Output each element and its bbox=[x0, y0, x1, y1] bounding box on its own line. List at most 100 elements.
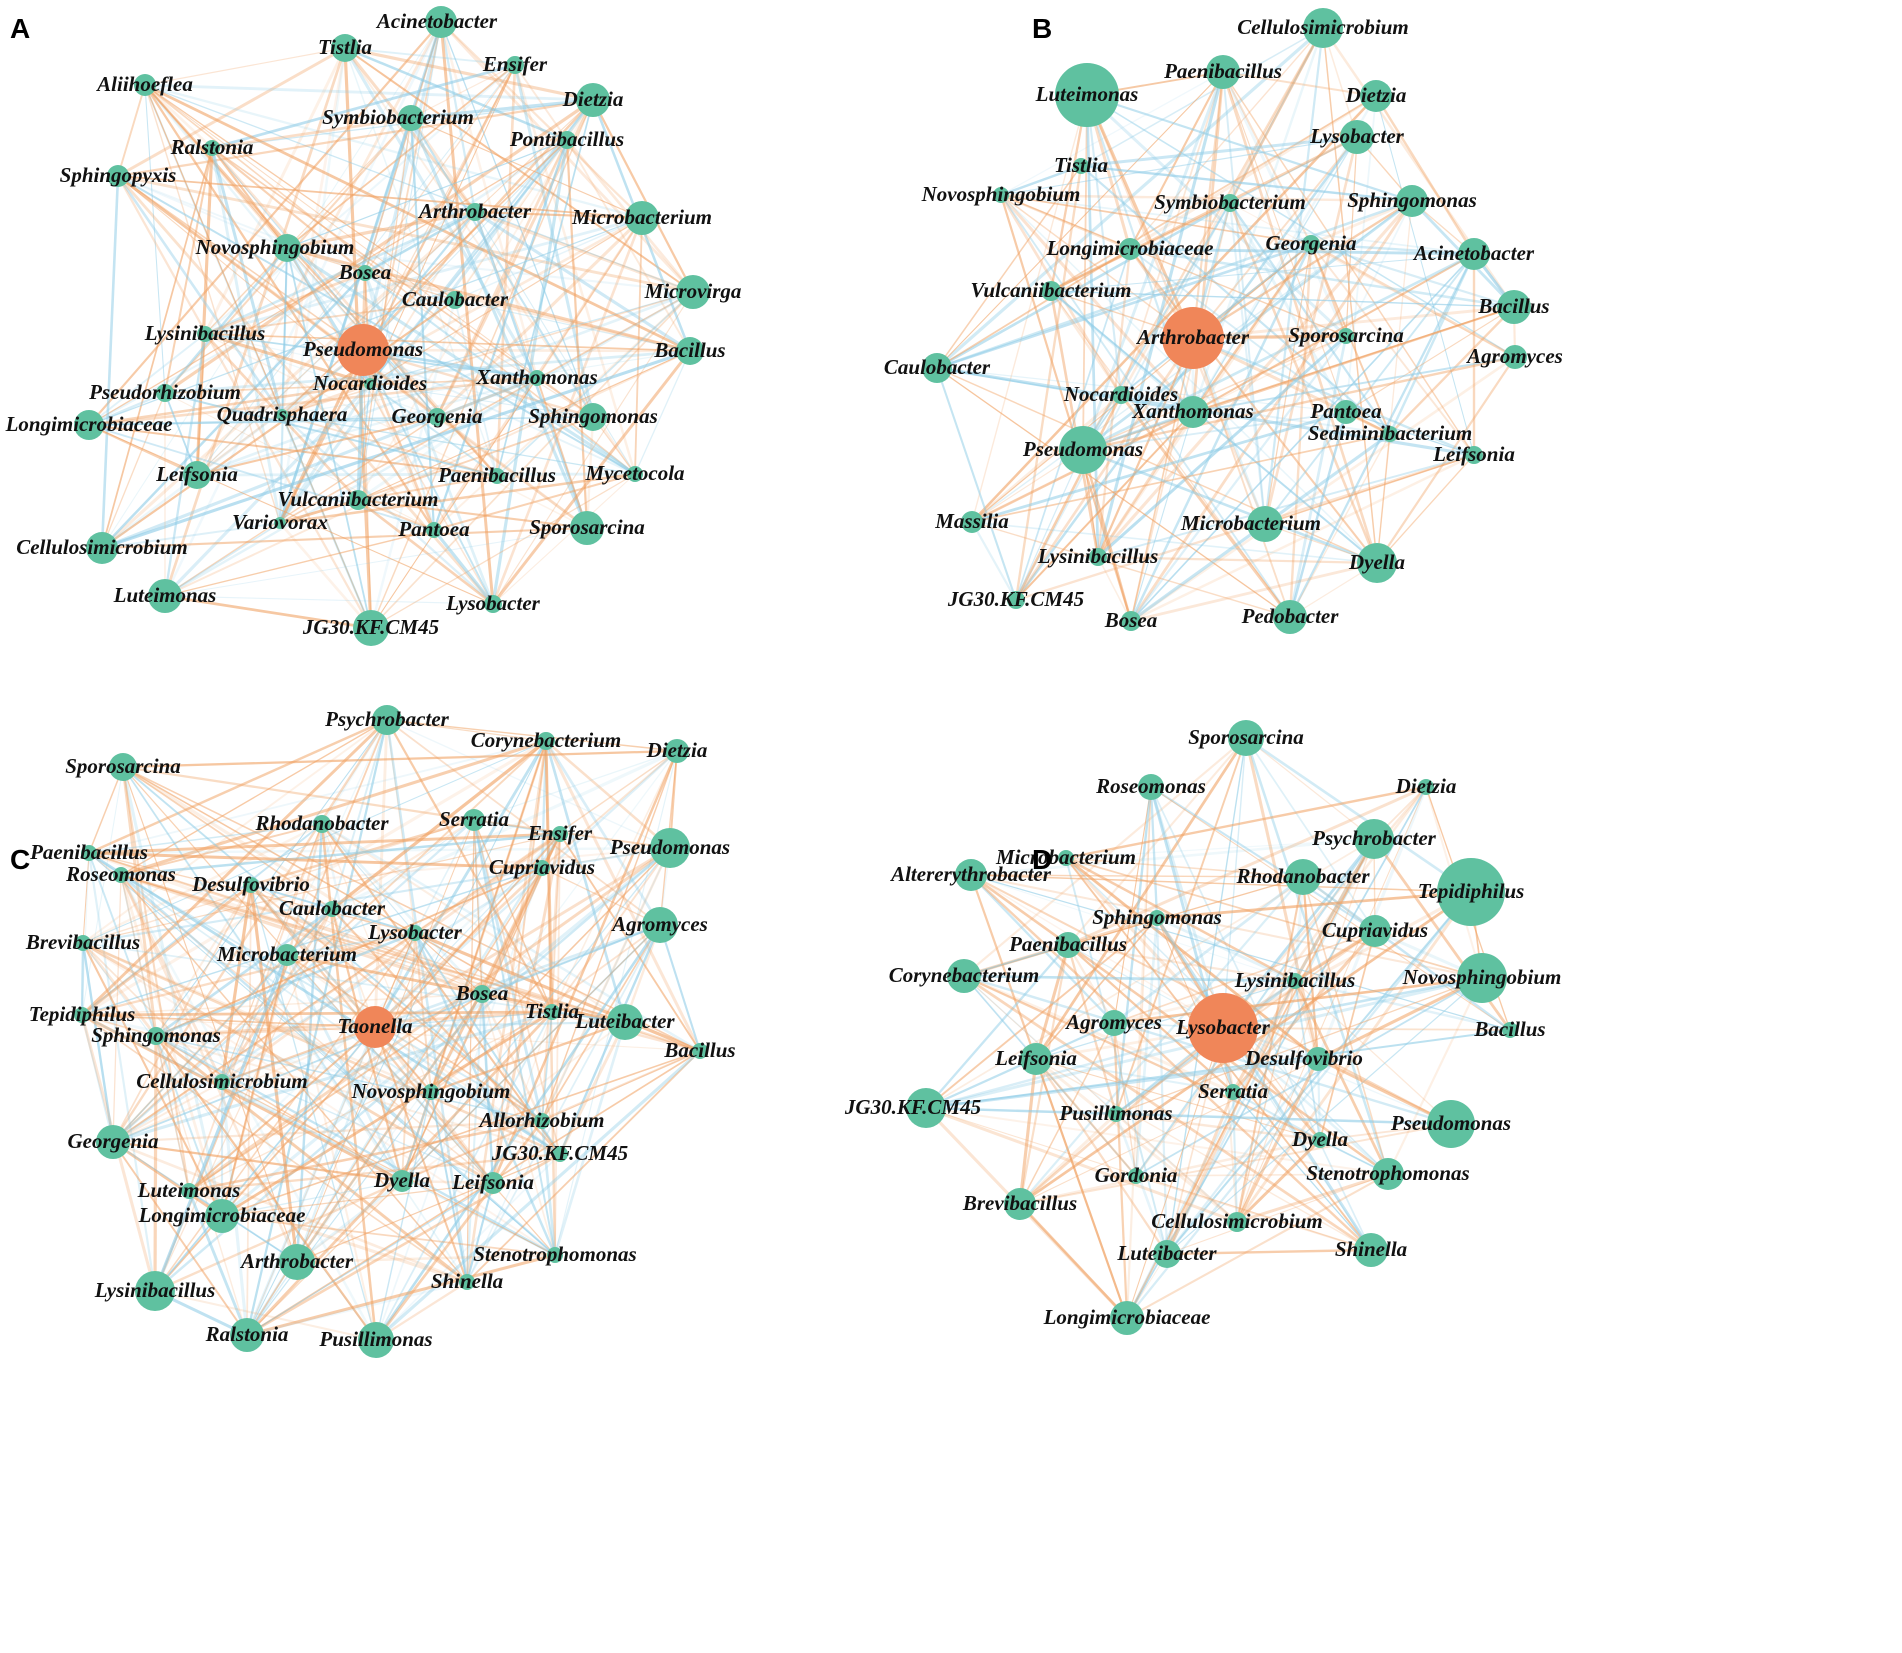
edge-negative bbox=[88, 852, 432, 1093]
node-sphingomonas bbox=[147, 1027, 165, 1045]
edge-negative bbox=[246, 1280, 468, 1337]
edge-positive bbox=[386, 719, 661, 926]
edge-positive bbox=[1082, 27, 1324, 451]
edge-positive bbox=[1221, 71, 1379, 564]
edge-positive bbox=[112, 1140, 223, 1218]
edge-negative bbox=[163, 21, 443, 597]
edge-positive bbox=[122, 766, 333, 910]
edge-positive bbox=[362, 348, 691, 353]
edge-positive bbox=[279, 498, 359, 525]
edge-positive bbox=[81, 1014, 157, 1037]
edge-positive bbox=[246, 1253, 556, 1337]
edge-negative bbox=[465, 993, 484, 1283]
edge-negative bbox=[278, 247, 289, 524]
edge-positive bbox=[117, 174, 438, 419]
node-tepidiphilus bbox=[74, 1007, 90, 1023]
edge-negative bbox=[163, 333, 207, 597]
edge-negative bbox=[364, 138, 568, 275]
edge-positive bbox=[101, 392, 166, 549]
edge-positive bbox=[401, 1179, 494, 1185]
edge-negative bbox=[1244, 737, 1390, 1175]
edge-negative bbox=[1345, 200, 1413, 337]
edge-negative bbox=[925, 1029, 1511, 1109]
edge-positive bbox=[286, 953, 626, 1024]
edge-negative bbox=[101, 522, 281, 549]
node-paenibacillus bbox=[81, 845, 97, 861]
node-sphingomonas bbox=[1149, 910, 1165, 926]
edge-positive bbox=[88, 852, 626, 1023]
edge-positive bbox=[117, 84, 146, 177]
edge-negative bbox=[144, 84, 694, 293]
edge-positive bbox=[196, 333, 206, 476]
edge-negative bbox=[164, 349, 691, 395]
panel-letter: D bbox=[1032, 844, 1052, 875]
edge-negative bbox=[369, 299, 457, 629]
edge-positive bbox=[1065, 857, 1483, 979]
panel-c: Psychrobacter Corynebacterium Dietzia Sporo… bbox=[10, 705, 736, 1358]
node-variovorax bbox=[274, 517, 286, 529]
edge-negative bbox=[80, 942, 85, 1016]
edge-positive bbox=[963, 737, 1247, 977]
edge-positive bbox=[1097, 555, 1378, 565]
edge-positive bbox=[433, 291, 694, 531]
edge-positive bbox=[1192, 337, 1291, 618]
edge-negative bbox=[430, 1091, 468, 1283]
node-label: Cupriavidus bbox=[489, 855, 595, 879]
edge-positive bbox=[120, 874, 701, 1052]
edge-negative bbox=[1192, 356, 1516, 413]
panel-letter: A bbox=[10, 13, 30, 44]
node-nocardioides bbox=[1112, 386, 1130, 404]
edge-positive bbox=[1264, 454, 1475, 525]
edge-negative bbox=[1000, 136, 1358, 196]
node-georgenia bbox=[1302, 235, 1320, 253]
edge-negative bbox=[1065, 857, 1168, 1255]
edge-positive bbox=[936, 367, 1291, 618]
edge-negative bbox=[155, 1035, 494, 1184]
node-label: Pontibacillus bbox=[509, 127, 624, 151]
node-sphingomonas bbox=[579, 403, 607, 431]
edge-negative bbox=[344, 47, 498, 477]
edge-positive bbox=[634, 217, 643, 475]
edge-negative bbox=[1129, 247, 1515, 309]
edge-positive bbox=[362, 349, 372, 629]
edge-positive bbox=[1096, 337, 1195, 558]
hub-node-lysobacter bbox=[1188, 993, 1258, 1063]
node-shinella bbox=[1354, 1233, 1388, 1267]
edge-positive bbox=[370, 377, 538, 629]
edge-negative bbox=[120, 832, 561, 877]
edge-negative bbox=[364, 210, 476, 275]
node-pusillimonas bbox=[1108, 1106, 1124, 1122]
edge-positive bbox=[1376, 454, 1475, 564]
node-arthrobacter bbox=[279, 1244, 315, 1280]
node-label: Sphingomonas bbox=[1347, 188, 1477, 212]
edge-positive bbox=[1050, 290, 1291, 618]
edge-positive bbox=[1018, 1058, 1038, 1205]
edge-negative bbox=[154, 1026, 376, 1292]
edge-negative bbox=[320, 823, 404, 1182]
edge-positive bbox=[112, 1140, 403, 1183]
node-label: Acinetobacter bbox=[375, 9, 498, 33]
edge-negative bbox=[164, 290, 694, 598]
node-label: Brevibacillus bbox=[25, 930, 140, 954]
edge-negative bbox=[196, 211, 476, 476]
edge-positive bbox=[82, 852, 90, 944]
node-novosphingobium bbox=[993, 187, 1009, 203]
edge-negative bbox=[221, 1180, 403, 1217]
edge-negative bbox=[971, 521, 1378, 564]
node-label: JG30.KF.CM45 bbox=[302, 615, 439, 639]
node-label: Georgenia bbox=[392, 404, 483, 428]
node-label: Lysinibacillus bbox=[1234, 968, 1356, 992]
node-label: Georgenia bbox=[68, 1129, 159, 1153]
edge-positive bbox=[163, 47, 347, 597]
edge-positive bbox=[1310, 242, 1516, 359]
edge-positive bbox=[1126, 1027, 1224, 1319]
edge-negative bbox=[1080, 165, 1391, 435]
edge-positive bbox=[1115, 1113, 1238, 1223]
node-label: Ralstonia bbox=[170, 135, 254, 159]
edge-positive bbox=[1150, 786, 1511, 1031]
edge-positive bbox=[401, 867, 543, 1182]
node-label: Microvirga bbox=[644, 279, 742, 303]
edge-negative bbox=[246, 1091, 432, 1336]
edge-positive bbox=[88, 424, 494, 605]
node-microvirga bbox=[676, 275, 710, 309]
